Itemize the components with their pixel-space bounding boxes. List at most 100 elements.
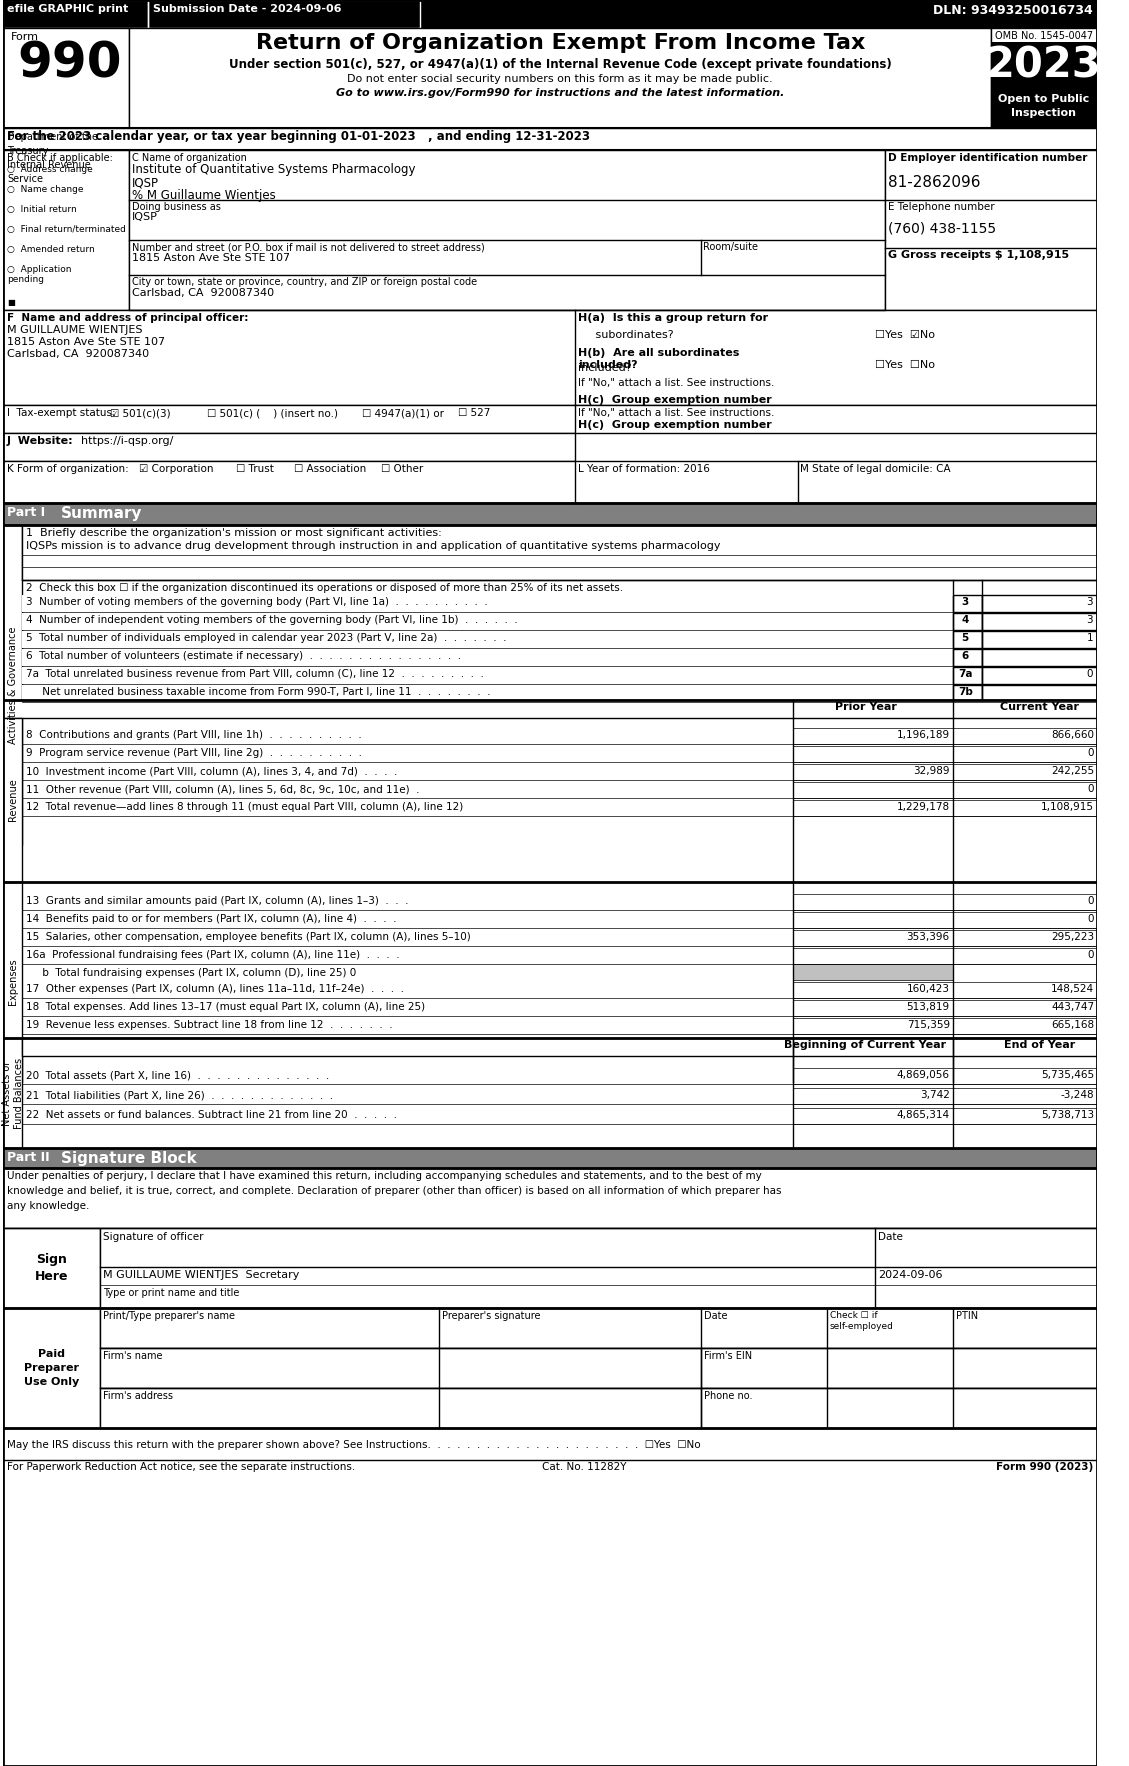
Text: Preparer's signature: Preparer's signature <box>441 1310 541 1321</box>
Text: 6: 6 <box>962 652 969 660</box>
Text: ☑ Corporation: ☑ Corporation <box>139 464 213 473</box>
Text: 443,747: 443,747 <box>1051 1001 1094 1012</box>
Text: 21  Total liabilities (Part X, line 26)  .  .  .  .  .  .  .  .  .  .  .  .  .: 21 Total liabilities (Part X, line 26) .… <box>26 1090 333 1100</box>
Text: ☐ Other: ☐ Other <box>380 464 423 473</box>
Text: 5,735,465: 5,735,465 <box>1041 1070 1094 1081</box>
Bar <box>3 1148 1097 1167</box>
Bar <box>953 982 1097 998</box>
Text: Institute of Quantitative Systems Pharmacology: Institute of Quantitative Systems Pharma… <box>132 162 415 177</box>
Text: 0: 0 <box>1086 669 1093 678</box>
Text: 10  Investment income (Part VIII, column (A), lines 3, 4, and 7d)  .  .  .  .: 10 Investment income (Part VIII, column … <box>26 766 397 775</box>
Text: Room/suite: Room/suite <box>702 242 758 253</box>
Bar <box>3 1309 100 1429</box>
Text: Paid
Preparer
Use Only: Paid Preparer Use Only <box>24 1349 79 1386</box>
Text: 1815 Aston Ave Ste STE 107: 1815 Aston Ave Ste STE 107 <box>7 337 165 346</box>
Text: May the IRS discuss this return with the preparer shown above? See Instructions.: May the IRS discuss this return with the… <box>7 1439 701 1450</box>
Text: Under section 501(c), 527, or 4947(a)(1) of the Internal Revenue Code (except pr: Under section 501(c), 527, or 4947(a)(1)… <box>229 58 892 71</box>
Text: For Paperwork Reduction Act notice, see the separate instructions.: For Paperwork Reduction Act notice, see … <box>7 1462 356 1473</box>
Bar <box>3 127 1097 150</box>
Text: Sign
Here: Sign Here <box>35 1252 68 1284</box>
Bar <box>991 42 1097 92</box>
Bar <box>953 1107 1097 1123</box>
Bar <box>953 911 1097 927</box>
Text: 20  Total assets (Part X, line 16)  .  .  .  .  .  .  .  .  .  .  .  .  .  .: 20 Total assets (Part X, line 16) . . . … <box>26 1070 330 1081</box>
Text: 14  Benefits paid to or for members (Part IX, column (A), line 4)  .  .  .  .: 14 Benefits paid to or for members (Part… <box>26 915 396 924</box>
Bar <box>953 765 1097 781</box>
Bar <box>793 1068 953 1084</box>
Bar <box>991 92 1097 127</box>
Text: F  Name and address of principal officer:: F Name and address of principal officer: <box>7 313 248 323</box>
Text: 12  Total revenue—add lines 8 through 11 (must equal Part VIII, column (A), line: 12 Total revenue—add lines 8 through 11 … <box>26 802 464 812</box>
Text: Phone no.: Phone no. <box>703 1392 752 1400</box>
Text: 1815 Aston Ave Ste STE 107: 1815 Aston Ave Ste STE 107 <box>132 253 290 263</box>
Text: Activities & Governance: Activities & Governance <box>8 627 18 743</box>
Text: (760) 438-1155: (760) 438-1155 <box>887 223 996 237</box>
Text: 15  Salaries, other compensation, employee benefits (Part IX, column (A), lines : 15 Salaries, other compensation, employe… <box>26 932 471 941</box>
Text: 3,742: 3,742 <box>920 1090 949 1100</box>
Text: Type or print name and title: Type or print name and title <box>103 1287 239 1298</box>
Text: 17  Other expenses (Part IX, column (A), lines 11a–11d, 11f–24e)  .  .  .  .: 17 Other expenses (Part IX, column (A), … <box>26 984 404 994</box>
Bar <box>953 1068 1097 1084</box>
Bar <box>793 1000 953 1015</box>
Bar <box>991 28 1097 127</box>
Text: Department of the
Treasury
Internal Revenue
Service: Department of the Treasury Internal Reve… <box>7 132 98 184</box>
Text: H(c)  Group exemption number: H(c) Group exemption number <box>578 396 771 404</box>
Text: 148,524: 148,524 <box>1051 984 1094 994</box>
Bar <box>953 685 982 703</box>
Bar <box>793 745 953 761</box>
Text: 3: 3 <box>1086 615 1093 625</box>
Text: 0: 0 <box>1087 895 1094 906</box>
Bar <box>793 765 953 781</box>
Text: 7b: 7b <box>957 687 973 698</box>
Bar <box>793 1088 953 1104</box>
Text: 4,865,314: 4,865,314 <box>896 1111 949 1120</box>
Text: 1,108,915: 1,108,915 <box>1041 802 1094 812</box>
Text: Number and street (or P.O. box if mail is not delivered to street address): Number and street (or P.O. box if mail i… <box>132 242 484 253</box>
Bar <box>793 1017 953 1035</box>
Bar <box>793 782 953 798</box>
Text: C Name of organization: C Name of organization <box>132 154 247 162</box>
Text: OMB No. 1545-0047: OMB No. 1545-0047 <box>995 32 1093 41</box>
Text: 7a  Total unrelated business revenue from Part VIII, column (C), line 12  .  .  : 7a Total unrelated business revenue from… <box>26 669 484 678</box>
Bar <box>3 311 1097 404</box>
Text: 3  Number of voting members of the governing body (Part VI, line 1a)  .  .  .  .: 3 Number of voting members of the govern… <box>26 597 488 608</box>
Text: ☐ Trust: ☐ Trust <box>236 464 273 473</box>
Text: 4  Number of independent voting members of the governing body (Part VI, line 1b): 4 Number of independent voting members o… <box>26 615 518 625</box>
Bar <box>3 404 1097 433</box>
Text: 7a: 7a <box>959 669 972 678</box>
Text: If "No," attach a list. See instructions.: If "No," attach a list. See instructions… <box>578 408 774 419</box>
Bar <box>793 894 953 909</box>
Text: ○  Application
pending: ○ Application pending <box>7 265 71 284</box>
Text: 0: 0 <box>1087 784 1094 795</box>
Text: ■: ■ <box>7 298 15 307</box>
Text: J  Website:: J Website: <box>7 436 73 447</box>
Bar <box>23 630 953 648</box>
Text: 19  Revenue less expenses. Subtract line 18 from line 12  .  .  .  .  .  .  .: 19 Revenue less expenses. Subtract line … <box>26 1021 393 1030</box>
Bar <box>793 948 953 964</box>
Text: IQSPs mission is to advance drug development through instruction in and applicat: IQSPs mission is to advance drug develop… <box>26 540 720 551</box>
Bar <box>100 1388 1097 1429</box>
Bar <box>148 0 420 28</box>
Text: efile GRAPHIC print: efile GRAPHIC print <box>7 4 129 14</box>
Text: ☐Yes  ☐No: ☐Yes ☐No <box>875 360 935 371</box>
Text: Doing business as: Doing business as <box>132 201 221 212</box>
Text: Print/Type preparer's name: Print/Type preparer's name <box>103 1310 235 1321</box>
Text: Cat. No. 11282Y: Cat. No. 11282Y <box>542 1462 627 1473</box>
Bar <box>3 1038 23 1148</box>
Bar <box>3 881 23 1083</box>
Text: H(b)  Are all subordinates
included?: H(b) Are all subordinates included? <box>578 348 739 369</box>
Text: 4,869,056: 4,869,056 <box>896 1070 949 1081</box>
Bar <box>953 894 1097 909</box>
Bar <box>3 433 575 461</box>
Bar <box>3 719 23 881</box>
Text: 32,989: 32,989 <box>913 766 949 775</box>
Bar <box>129 28 991 127</box>
Bar <box>23 685 953 703</box>
Text: City or town, state or province, country, and ZIP or foreign postal code: City or town, state or province, country… <box>132 277 478 288</box>
Bar <box>793 1107 953 1123</box>
Text: 4: 4 <box>962 615 969 625</box>
Bar <box>100 1347 1097 1388</box>
Bar <box>3 0 148 28</box>
Text: ☐ 527: ☐ 527 <box>458 408 491 419</box>
Text: Form 990 (2023): Form 990 (2023) <box>996 1462 1093 1473</box>
